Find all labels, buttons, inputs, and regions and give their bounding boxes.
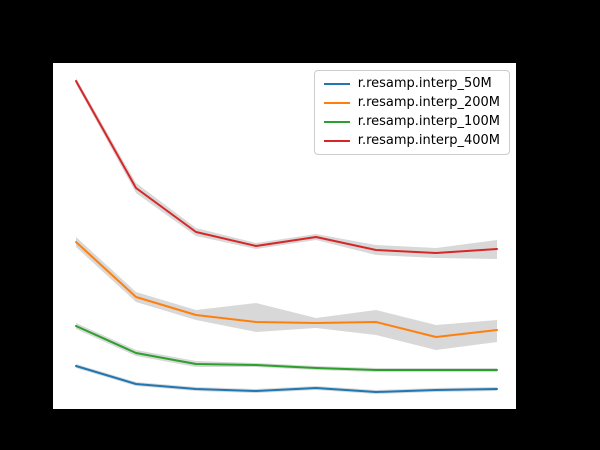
r-resamp-interp-400m-line [75, 80, 498, 254]
r-resamp-interp-100m-band [76, 323, 497, 372]
legend-swatch-100m-line-icon [323, 121, 350, 123]
r-resamp-interp-100m-line [75, 325, 498, 371]
legend-item-200m: r.resamp.interp_200M [323, 95, 500, 111]
legend-item-100m: r.resamp.interp_100M [323, 114, 500, 130]
legend-swatch-50m-line-icon [323, 83, 350, 85]
legend-label-100m: r.resamp.interp_100M [357, 114, 500, 129]
legend-swatch-400m-line-icon [323, 140, 350, 142]
r-resamp-interp-50m-band [76, 364, 497, 394]
legend-label-200m: r.resamp.interp_200M [357, 95, 500, 110]
r-resamp-interp-200m-band [76, 237, 497, 350]
legend: r.resamp.interp_50M r.resamp.interp_200M… [313, 70, 510, 155]
legend-label-400m: r.resamp.interp_400M [357, 133, 500, 148]
r-resamp-interp-50m-line [75, 365, 498, 393]
legend-swatch-200m-line-icon [323, 102, 350, 104]
plot-area: r.resamp.interp_50M r.resamp.interp_200M… [53, 63, 516, 409]
legend-item-400m: r.resamp.interp_400M [323, 133, 500, 149]
legend-item-50m: r.resamp.interp_50M [323, 76, 500, 92]
r-resamp-interp-200m-line [75, 241, 498, 338]
legend-label-50m: r.resamp.interp_50M [357, 76, 492, 91]
chart-svg [75, 78, 498, 394]
